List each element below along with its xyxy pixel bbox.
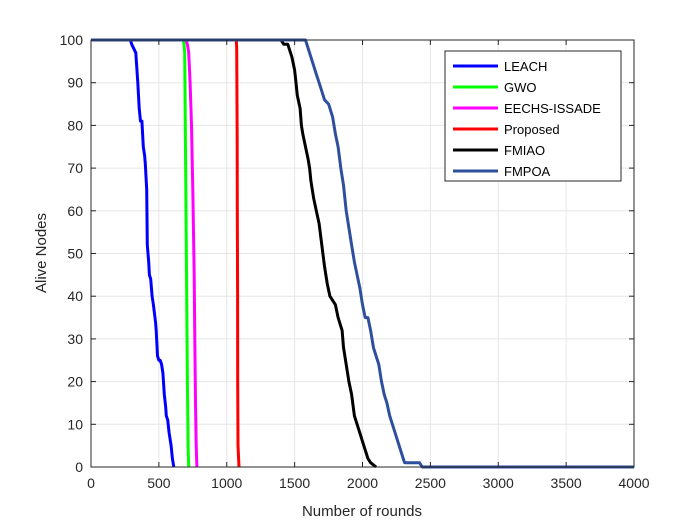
series-line-gwo bbox=[91, 38, 191, 468]
y-tick-label: 90 bbox=[67, 75, 83, 91]
y-tick-label: 80 bbox=[67, 117, 83, 133]
x-tick-label: 1000 bbox=[211, 475, 242, 491]
legend-label-fmpoa: FMPOA bbox=[504, 164, 551, 179]
y-tick-label: 0 bbox=[75, 459, 83, 475]
y-axis-label: Alive Nodes bbox=[33, 213, 50, 293]
series-line-leach bbox=[91, 38, 176, 468]
series-line-proposed bbox=[91, 38, 241, 468]
legend-label-eechs-issade: EECHS-ISSADE bbox=[504, 101, 601, 116]
legend-label-gwo: GWO bbox=[504, 80, 537, 95]
x-tick-label: 0 bbox=[87, 475, 95, 491]
x-tick-label: 3500 bbox=[551, 475, 582, 491]
x-tick-label: 4000 bbox=[618, 475, 649, 491]
y-tick-label: 30 bbox=[67, 331, 83, 347]
y-tick-label: 40 bbox=[67, 288, 83, 304]
x-tick-label: 2500 bbox=[415, 475, 446, 491]
series-line-fmpoa bbox=[91, 38, 634, 469]
y-tick-label: 100 bbox=[60, 32, 84, 48]
x-tick-label: 2000 bbox=[347, 475, 378, 491]
axis-ticks bbox=[90, 39, 635, 468]
legend-label-fmiao: FMIAO bbox=[504, 143, 545, 158]
y-tick-label: 60 bbox=[67, 203, 83, 219]
legend-label-proposed: Proposed bbox=[504, 122, 560, 137]
legend-box bbox=[444, 50, 622, 182]
y-tick-label: 10 bbox=[67, 416, 83, 432]
x-tick-label: 1500 bbox=[279, 475, 310, 491]
x-axis-label: Number of rounds bbox=[302, 503, 422, 520]
series-layer bbox=[91, 38, 634, 469]
y-tick-label: 50 bbox=[67, 246, 83, 262]
y-tick-labels: 0 10 20 30 40 50 60 70 80 90 100 bbox=[60, 32, 84, 475]
legend-label-leach: LEACH bbox=[504, 59, 547, 74]
series-line-eechs-issade bbox=[91, 38, 199, 468]
y-tick-label: 70 bbox=[67, 160, 83, 176]
legend: LEACH GWO EECHS-ISSADE Proposed FMIAO FMPOA bbox=[444, 50, 622, 182]
x-tick-labels: 0 500 1000 1500 2000 2500 3000 3500 4000 bbox=[87, 475, 650, 491]
y-tick-label: 20 bbox=[67, 374, 83, 390]
x-tick-label: 3000 bbox=[483, 475, 514, 491]
series-line-fmiao bbox=[91, 38, 378, 469]
x-tick-label: 500 bbox=[147, 475, 171, 491]
